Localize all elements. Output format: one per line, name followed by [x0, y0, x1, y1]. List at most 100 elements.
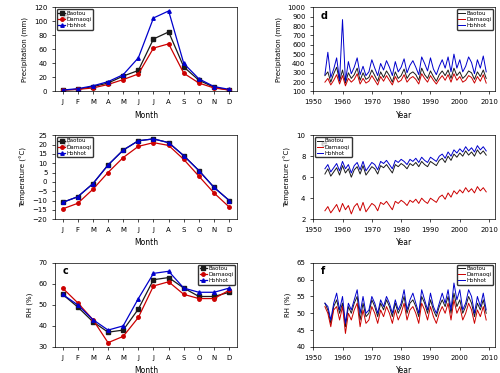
Damaoqi — [181, 292, 187, 297]
Baotou — [430, 308, 436, 312]
Baotou — [136, 68, 141, 73]
Baotou — [448, 311, 454, 316]
Baotou — [181, 65, 187, 69]
Damaoqi — [322, 209, 328, 213]
Hohhot — [150, 137, 156, 141]
Damaoqi — [448, 318, 454, 322]
Baotou — [483, 311, 489, 316]
Baotou — [136, 307, 141, 311]
Hohhot — [416, 311, 422, 316]
Damaoqi — [74, 301, 80, 305]
Damaoqi — [166, 143, 172, 148]
Damaoqi — [196, 174, 202, 178]
Damaoqi — [105, 82, 111, 87]
Hohhot — [483, 308, 489, 312]
Baotou — [74, 305, 80, 309]
Damaoqi — [196, 81, 202, 85]
Line: Damaoqi: Damaoqi — [61, 280, 231, 344]
Baotou — [483, 76, 489, 81]
Baotou — [90, 182, 96, 186]
Baotou — [211, 294, 217, 299]
Damaoqi — [136, 315, 141, 320]
Line: Damaoqi: Damaoqi — [61, 141, 231, 211]
Hohhot — [424, 160, 430, 165]
Baotou — [342, 81, 348, 85]
Baotou — [451, 66, 457, 70]
Baotou — [74, 87, 80, 92]
Damaoqi — [105, 170, 111, 175]
Hohhot — [211, 185, 217, 190]
Line: Hohhot: Hohhot — [325, 283, 486, 323]
Baotou — [211, 85, 217, 90]
Hohhot — [105, 163, 111, 167]
Text: c: c — [62, 266, 68, 276]
Hohhot — [418, 55, 424, 59]
Hohhot — [74, 303, 80, 307]
Baotou — [105, 330, 111, 335]
Hohhot — [136, 56, 141, 60]
Baotou — [120, 74, 126, 78]
Hohhot — [424, 308, 430, 312]
Text: b: b — [62, 138, 70, 148]
Hohhot — [136, 296, 141, 301]
Damaoqi — [211, 86, 217, 90]
Hohhot — [325, 304, 331, 309]
Hohhot — [181, 286, 187, 290]
Baotou — [226, 88, 232, 92]
Damaoqi — [181, 157, 187, 162]
Baotou — [226, 290, 232, 295]
Hohhot — [196, 76, 202, 81]
Baotou — [60, 88, 66, 92]
Damaoqi — [226, 205, 232, 209]
Y-axis label: Precipitation (mm): Precipitation (mm) — [22, 17, 29, 82]
Hohhot — [386, 65, 392, 69]
Damaoqi — [416, 321, 422, 326]
Text: e: e — [320, 138, 327, 148]
Legend: Baotou, Damaoqi, Hohhot: Baotou, Damaoqi, Hohhot — [456, 9, 494, 30]
Hohhot — [196, 168, 202, 173]
Baotou — [226, 198, 232, 203]
Damaoqi — [428, 73, 434, 78]
Y-axis label: RH (%): RH (%) — [284, 293, 291, 317]
Legend: Baotou, Damaoqi, Hohhot: Baotou, Damaoqi, Hohhot — [456, 264, 494, 285]
Hohhot — [120, 148, 126, 152]
Y-axis label: RH (%): RH (%) — [26, 293, 33, 317]
Hohhot — [325, 50, 331, 54]
Hohhot — [342, 321, 348, 326]
Baotou — [325, 70, 331, 74]
Baotou — [416, 314, 422, 319]
Text: f: f — [320, 266, 324, 276]
Text: d: d — [320, 11, 328, 21]
Baotou — [60, 200, 66, 205]
Hohhot — [322, 166, 328, 171]
Hohhot — [483, 70, 489, 74]
Damaoqi — [226, 288, 232, 292]
Hohhot — [384, 158, 390, 163]
Baotou — [416, 164, 422, 169]
Baotou — [181, 286, 187, 290]
Baotou — [418, 66, 424, 70]
Line: Hohhot: Hohhot — [61, 9, 231, 92]
Baotou — [451, 291, 457, 295]
Damaoqi — [211, 191, 217, 195]
Damaoqi — [424, 201, 430, 206]
Damaoqi — [322, 80, 328, 84]
Legend: Baotou, Damaoqi, Hohhot: Baotou, Damaoqi, Hohhot — [198, 264, 235, 285]
Text: a: a — [62, 11, 69, 21]
Baotou — [322, 73, 328, 78]
Hohhot — [448, 154, 454, 159]
Baotou — [105, 163, 111, 167]
Damaoqi — [90, 86, 96, 90]
Damaoqi — [60, 88, 66, 92]
Hohhot — [74, 195, 80, 199]
Hohhot — [181, 153, 187, 158]
Hohhot — [120, 72, 126, 77]
Hohhot — [60, 200, 66, 205]
Damaoqi — [166, 42, 172, 46]
Damaoqi — [325, 204, 331, 209]
Hohhot — [211, 290, 217, 295]
Damaoqi — [483, 318, 489, 322]
Y-axis label: Temperature (°C): Temperature (°C) — [284, 147, 291, 207]
Line: Baotou: Baotou — [61, 137, 231, 204]
Hohhot — [322, 72, 328, 77]
